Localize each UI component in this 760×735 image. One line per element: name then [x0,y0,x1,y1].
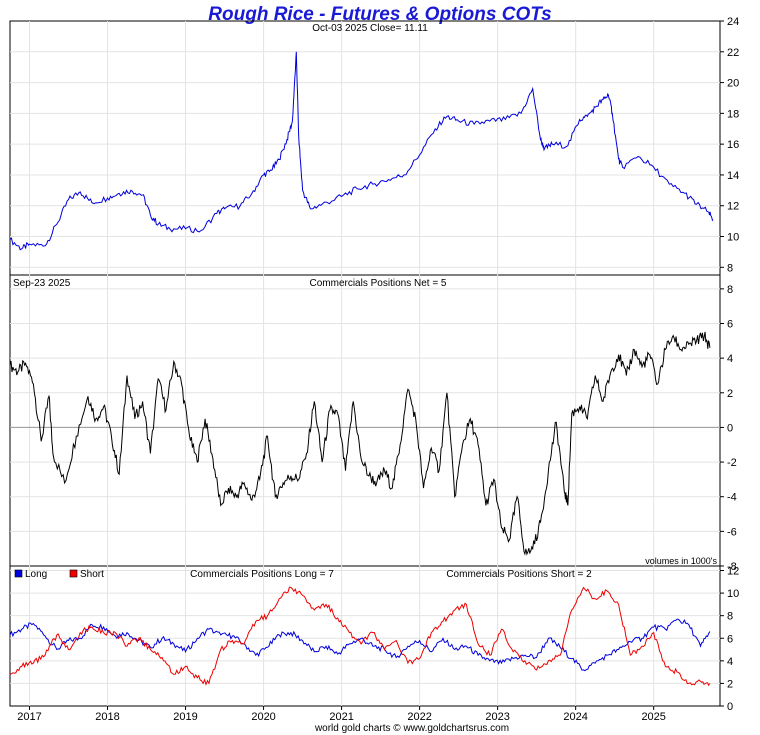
long-series-line [9,618,711,672]
price-y-tick-label: 12 [727,201,739,213]
price-subtitle: Oct-03 2025 Close= 11.11 [312,23,428,34]
price-y-tick-label: 20 [727,78,739,90]
x-tick-label: 2025 [641,711,665,723]
longshort-y-tick-label: 6 [727,633,733,645]
grid-lines [10,21,720,706]
x-tick-label: 2017 [17,711,41,723]
longshort-y-tick-label: 8 [727,611,733,623]
net-y-tick-label: 6 [727,319,733,331]
net-y-tick-label: -4 [727,492,737,504]
price-y-tick-label: 24 [727,16,739,28]
short-subtitle: Commercials Positions Short = 2 [446,569,592,580]
net-series-line [9,331,711,556]
long-subtitle: Commercials Positions Long = 7 [190,569,334,580]
net-y-tick-label: 4 [727,353,733,365]
x-tick-label: 2021 [329,711,353,723]
net-panel-frame [9,274,721,567]
longshort-y-tick-label: 2 [727,678,733,690]
price-y-tick-label: 8 [727,262,733,274]
price-series-line [9,51,714,251]
price-y-tick-label: 10 [727,232,739,244]
volumes-note: volumes in 1000's [645,556,717,566]
x-tick-label: 2019 [173,711,197,723]
legend-long-label: Long [25,569,47,580]
x-tick-label: 2020 [251,711,275,723]
longshort-y-tick-label: 0 [727,701,733,713]
price-y-tick-label: 14 [727,170,739,182]
tick-labels: 81012141618202224-8-6-4-2024680246810122… [17,16,739,723]
longshort-y-tick-label: 10 [727,588,739,600]
net-subtitle: Commercials Positions Net = 5 [310,278,447,289]
x-tick-label: 2024 [563,711,587,723]
price-y-tick-label: 18 [727,108,739,120]
net-y-tick-label: -8 [727,561,737,573]
legend-short-swatch [69,569,78,578]
series-layer [9,51,714,687]
footer-credit: world gold charts © www.goldchartsrus.co… [314,723,509,734]
net-date-label: Sep-23 2025 [13,278,71,289]
longshort-panel-frame [9,565,721,707]
net-y-tick-label: -2 [727,457,737,469]
net-y-tick-label: -6 [727,526,737,538]
longshort-y-tick-label: 12 [727,566,739,578]
x-tick-label: 2018 [95,711,119,723]
x-tick-label: 2023 [485,711,509,723]
short-series-line [9,586,711,687]
x-tick-label: 2022 [407,711,431,723]
legend-short-label: Short [80,569,104,580]
longshort-y-tick-label: 4 [727,656,733,668]
price-y-tick-label: 16 [727,139,739,151]
net-y-tick-label: 8 [727,284,733,296]
legend-long-swatch [14,569,23,578]
price-y-tick-label: 22 [727,47,739,59]
net-y-tick-label: 0 [727,422,733,434]
chart-title: Rough Rice - Futures & Options COTs [208,4,551,25]
net-y-tick-label: 2 [727,388,733,400]
